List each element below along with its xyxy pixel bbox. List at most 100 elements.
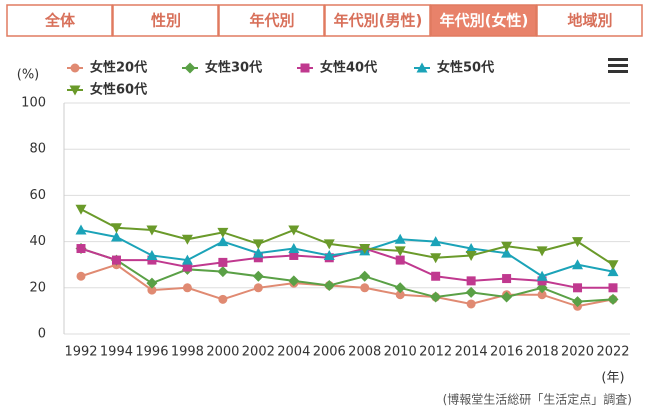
legend-label: 女性30代 — [205, 60, 262, 76]
x-tick-label: 1996 — [135, 345, 168, 360]
marker — [253, 283, 263, 293]
marker — [217, 266, 229, 278]
tab[interactable] — [112, 4, 219, 37]
marker — [218, 257, 228, 267]
marker — [572, 237, 584, 248]
marker — [75, 224, 87, 235]
legend-marker — [416, 62, 428, 73]
marker — [394, 282, 406, 294]
marker — [147, 255, 157, 265]
tab[interactable] — [430, 4, 537, 37]
marker — [607, 293, 619, 305]
marker — [431, 271, 441, 281]
x-tick-label: 2012 — [419, 345, 452, 360]
marker — [217, 236, 229, 247]
series-line — [80, 229, 614, 278]
y-tick-label: 40 — [29, 234, 46, 249]
y-tick-label: 0 — [38, 327, 46, 342]
marker — [502, 274, 512, 284]
tab-label[interactable]: 性別 — [151, 12, 181, 30]
marker — [536, 270, 548, 281]
marker — [395, 255, 405, 265]
marker — [181, 254, 193, 265]
x-tick-label: 2010 — [384, 345, 417, 360]
tab[interactable] — [218, 4, 325, 37]
marker — [217, 227, 229, 238]
tab[interactable] — [536, 4, 643, 37]
marker — [430, 236, 442, 247]
marker — [252, 239, 264, 250]
marker — [110, 231, 122, 242]
legend-marker — [70, 63, 80, 73]
marker — [607, 260, 619, 271]
legend-label: 女性20代 — [90, 60, 147, 76]
tab[interactable] — [6, 4, 113, 37]
x-axis-label: (年) — [601, 371, 624, 386]
marker — [536, 246, 548, 257]
marker — [182, 283, 192, 293]
menu-icon[interactable] — [608, 58, 628, 73]
marker — [607, 266, 619, 277]
legend-marker — [300, 63, 310, 73]
marker — [288, 225, 300, 236]
marker — [501, 291, 513, 303]
y-tick-label: 80 — [29, 142, 46, 157]
y-tick-label: 20 — [29, 280, 46, 295]
marker — [394, 246, 406, 257]
marker — [465, 250, 477, 261]
marker — [501, 247, 513, 258]
series-line — [80, 263, 614, 308]
y-axis-label: (%) — [17, 68, 40, 83]
menu-bar — [608, 70, 628, 73]
marker — [466, 276, 476, 286]
x-tick-label: 1992 — [64, 345, 97, 360]
marker — [537, 290, 547, 300]
marker — [608, 283, 618, 293]
marker — [394, 233, 406, 244]
x-tick-label: 2022 — [596, 345, 629, 360]
marker — [288, 275, 300, 287]
menu-bar — [608, 64, 628, 67]
legend-label: 女性60代 — [90, 82, 147, 98]
x-tick-label: 2008 — [348, 345, 381, 360]
marker — [181, 234, 193, 245]
marker — [537, 276, 547, 286]
marker — [323, 249, 335, 260]
x-tick-label: 2016 — [490, 345, 523, 360]
tab-label[interactable]: 地域別 — [567, 12, 612, 30]
tab-label[interactable]: 年代別 — [249, 12, 294, 30]
x-tick-label: 2006 — [313, 345, 346, 360]
marker — [359, 270, 371, 282]
y-tick-label: 60 — [29, 188, 46, 203]
marker — [182, 262, 192, 272]
marker — [75, 204, 87, 215]
series-line — [80, 208, 614, 266]
series-line — [80, 247, 614, 303]
x-tick-label: 2018 — [526, 345, 559, 360]
x-tick-label: 2014 — [455, 345, 488, 360]
tab-label[interactable]: 年代別(男性) — [334, 12, 423, 30]
marker — [323, 239, 335, 250]
marker — [146, 277, 158, 289]
marker — [146, 249, 158, 260]
x-tick-label: 1994 — [100, 345, 133, 360]
marker — [76, 271, 86, 281]
marker — [572, 259, 584, 270]
tab-label[interactable]: 年代別(女性) — [440, 12, 529, 30]
y-tick-label: 100 — [21, 96, 46, 111]
marker — [76, 244, 86, 254]
tab[interactable] — [324, 4, 431, 37]
marker — [465, 243, 477, 254]
marker — [465, 286, 477, 298]
marker — [573, 283, 583, 293]
marker — [430, 291, 442, 303]
marker — [146, 225, 158, 236]
tab-label[interactable]: 全体 — [44, 12, 76, 30]
marker — [252, 247, 264, 258]
marker — [395, 290, 405, 300]
legend-marker — [69, 85, 81, 96]
marker — [359, 244, 371, 255]
legend-label: 女性50代 — [437, 60, 494, 76]
marker — [430, 253, 442, 264]
